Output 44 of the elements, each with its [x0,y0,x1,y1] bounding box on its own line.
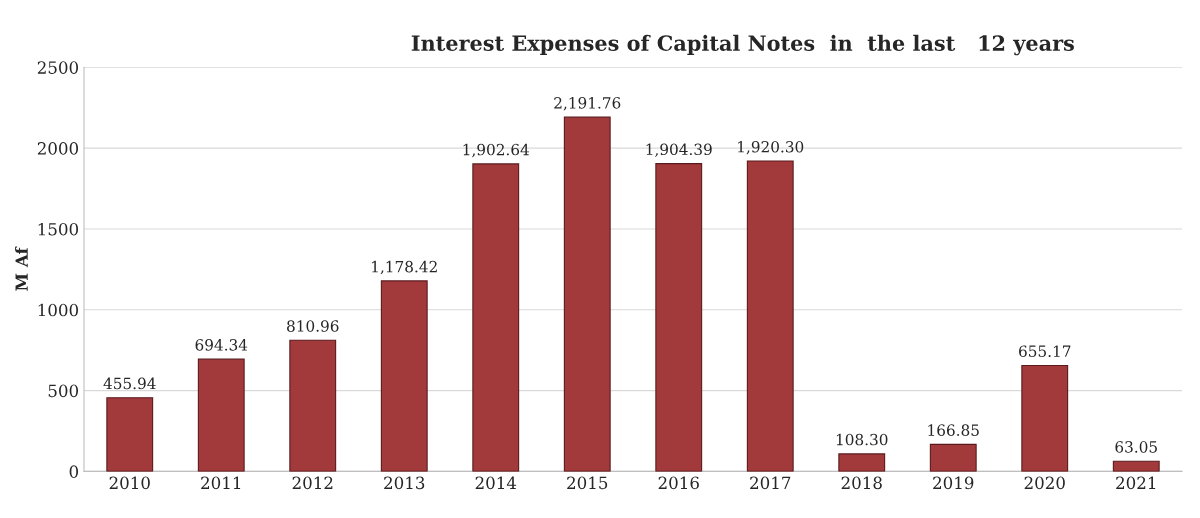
x-tick-label: 2021 [1116,476,1156,490]
bar [838,453,886,472]
y-axis-title: M Af [15,246,28,291]
bar [106,397,154,472]
bar [472,163,520,472]
bar [289,339,337,472]
data-label: 108.30 [836,433,888,446]
x-tick-label: 2019 [933,476,974,490]
x-tick-label: 2016 [658,476,699,490]
x-tick-label: 2014 [475,476,517,490]
data-label: 1,178.42 [372,260,437,275]
bar [746,160,794,472]
y-tick-label: 1500 [38,222,79,236]
x-tick-label: 2011 [201,476,241,490]
y-tick-label: 500 [48,384,79,398]
bar [563,116,611,472]
data-label: 166.85 [928,424,979,436]
bar [655,163,703,472]
y-tick-label: 2000 [37,142,79,155]
data-label: 655.17 [1019,345,1071,357]
x-tick-label: 2010 [109,476,150,490]
data-label: 1,920.30 [738,140,804,155]
x-tick-label: 2017 [750,476,791,490]
bar [380,280,428,472]
bar [929,443,977,472]
x-tick-label: 2012 [292,476,333,490]
bar [1112,460,1160,472]
data-label: 1,902.64 [463,143,529,158]
y-tick-label: 0 [69,465,79,478]
y-tick-label: 1000 [38,303,79,317]
x-tick-label: 2020 [1024,476,1065,490]
bar [1021,364,1069,472]
data-label: 63.05 [1115,441,1157,453]
bar [197,358,245,472]
chart-title: Interest Expenses of Capital Notes in the last 12 years [411,34,1074,56]
data-label: 2,191.76 [554,97,621,111]
data-label: 694.34 [195,339,248,351]
x-tick-label: 2018 [841,476,882,490]
data-label: 455.94 [103,377,156,390]
x-tick-label: 2013 [384,476,425,490]
data-label: 1,904.39 [646,143,712,157]
data-label: 810.96 [287,320,339,332]
x-tick-label: 2015 [567,476,608,490]
y-tick-label: 2500 [37,61,79,74]
